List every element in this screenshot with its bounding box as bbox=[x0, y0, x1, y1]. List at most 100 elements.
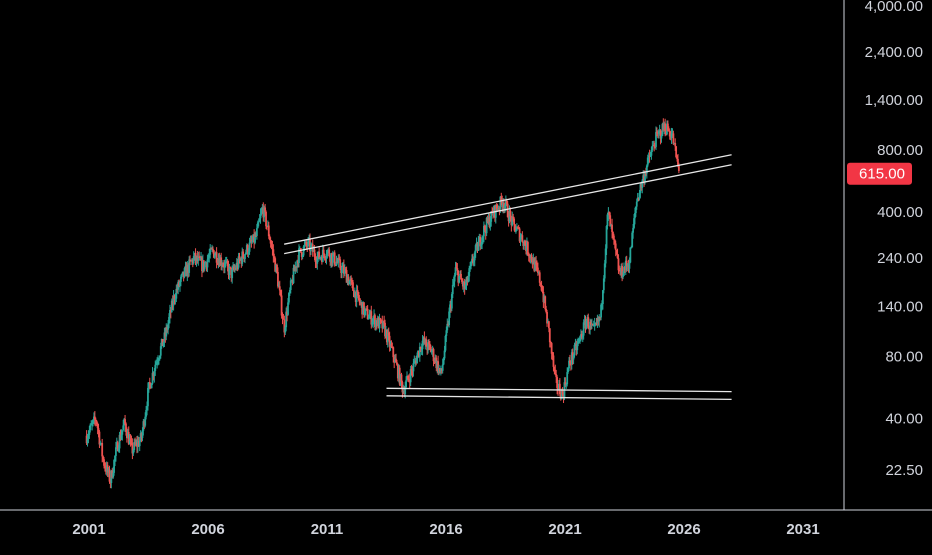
candle-body bbox=[475, 242, 478, 246]
candle-body bbox=[195, 255, 198, 261]
candle-body bbox=[187, 264, 190, 273]
candle-body bbox=[153, 370, 156, 377]
candle-body bbox=[278, 286, 281, 291]
candle-body bbox=[261, 207, 264, 211]
trendline[interactable] bbox=[284, 154, 732, 245]
candle-body bbox=[451, 284, 454, 295]
candle-body bbox=[618, 270, 621, 272]
candle-body bbox=[591, 324, 593, 326]
candle-body bbox=[585, 320, 588, 329]
candle-body bbox=[224, 261, 227, 263]
time-axis[interactable]: 2001 2006 2011 2016 2021 2026 2031 bbox=[72, 521, 819, 538]
candle-body bbox=[145, 409, 148, 417]
candle-body bbox=[256, 222, 259, 229]
candle-body bbox=[603, 263, 606, 279]
candle-body bbox=[243, 257, 245, 260]
candle-body bbox=[411, 370, 414, 372]
candle-body bbox=[355, 289, 358, 303]
candle-body bbox=[525, 245, 527, 252]
candle-body bbox=[646, 157, 649, 166]
candle-body bbox=[313, 249, 316, 257]
candle-body bbox=[201, 257, 203, 272]
candle-body bbox=[182, 271, 185, 277]
trendline[interactable] bbox=[284, 164, 732, 255]
candle-body bbox=[417, 350, 419, 356]
candle-body bbox=[284, 327, 287, 333]
candle-body bbox=[623, 267, 626, 271]
candle-body bbox=[583, 320, 586, 323]
candles-layer bbox=[85, 118, 680, 489]
candle-body bbox=[158, 355, 161, 359]
candle-body bbox=[665, 131, 667, 135]
candle-body bbox=[504, 200, 507, 206]
candle-body bbox=[663, 123, 666, 130]
candle-body bbox=[125, 423, 127, 433]
candle-body bbox=[593, 323, 596, 326]
candle-body bbox=[150, 383, 153, 389]
candle-body bbox=[405, 380, 407, 388]
candle-body bbox=[246, 245, 249, 255]
candle-body bbox=[493, 206, 495, 216]
candle-body bbox=[662, 123, 665, 130]
candle-body bbox=[450, 294, 453, 309]
candle-body bbox=[175, 288, 178, 299]
candle-body bbox=[553, 366, 556, 370]
candle-body bbox=[85, 435, 88, 444]
candle-body bbox=[164, 332, 167, 337]
price-axis[interactable]: 4,000.00 2,400.00 1,400.00 800.00 400.00 240.… bbox=[865, 0, 923, 479]
candle-body bbox=[141, 430, 144, 438]
candle-body bbox=[209, 248, 212, 255]
candle-body bbox=[212, 248, 214, 251]
candle-body bbox=[487, 217, 490, 223]
candle-body bbox=[129, 439, 132, 441]
candle-body bbox=[117, 448, 120, 451]
candle-body bbox=[88, 430, 91, 435]
candle-body bbox=[130, 440, 133, 443]
trendlines-layer bbox=[284, 154, 732, 401]
candle-body bbox=[677, 164, 680, 171]
trendline[interactable] bbox=[386, 387, 732, 393]
candle-body bbox=[272, 249, 275, 257]
candle-body bbox=[381, 320, 384, 329]
candle-body bbox=[362, 302, 364, 315]
candle-body bbox=[192, 256, 195, 264]
candle-body bbox=[112, 472, 115, 478]
candle-body bbox=[120, 434, 123, 440]
candle-body bbox=[592, 325, 595, 327]
candle-body bbox=[407, 375, 409, 379]
candle-body bbox=[529, 254, 532, 259]
candle-body bbox=[259, 214, 262, 219]
candle-body bbox=[379, 318, 382, 321]
candle-body bbox=[348, 280, 351, 285]
candle-body bbox=[353, 291, 356, 298]
candle-body bbox=[409, 369, 412, 383]
candle-body bbox=[114, 455, 116, 461]
candle-body bbox=[642, 175, 645, 181]
candle-body bbox=[132, 450, 135, 454]
candle-body bbox=[94, 419, 97, 421]
candle-body bbox=[601, 290, 604, 305]
candle-body bbox=[283, 319, 286, 333]
candle-body bbox=[576, 343, 579, 351]
candle-body bbox=[471, 258, 473, 262]
candle-body bbox=[574, 343, 577, 345]
candle-body bbox=[484, 229, 487, 234]
candle-body bbox=[613, 239, 616, 244]
candle-body bbox=[133, 442, 136, 451]
candle-body bbox=[273, 256, 276, 259]
time-tick-label: 2016 bbox=[429, 521, 462, 538]
candle-body bbox=[339, 259, 342, 269]
candle-body bbox=[388, 335, 391, 347]
candle-body bbox=[343, 269, 346, 274]
candle-body bbox=[193, 253, 196, 257]
candle-body bbox=[569, 360, 571, 364]
candle-body bbox=[163, 332, 166, 343]
candle-body bbox=[614, 243, 617, 251]
candle-body bbox=[102, 456, 104, 460]
candle-body bbox=[144, 416, 147, 426]
trendline[interactable] bbox=[386, 395, 732, 401]
candle-body bbox=[458, 275, 461, 283]
candle-body bbox=[335, 261, 338, 266]
